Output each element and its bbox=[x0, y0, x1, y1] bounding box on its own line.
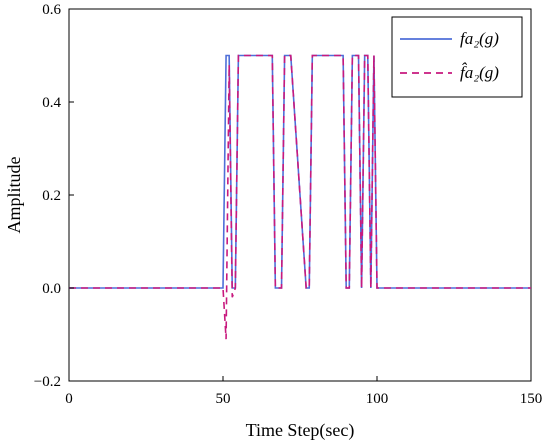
legend: fa₂(g) f̂a₂(g) bbox=[391, 16, 523, 98]
x-tick-label: 150 bbox=[520, 391, 543, 407]
x-tick-label: 50 bbox=[216, 391, 231, 407]
series-layer bbox=[69, 54, 531, 340]
y-tick-label: −0.2 bbox=[34, 374, 61, 390]
legend-box bbox=[391, 16, 523, 98]
legend-label-series-0: fa₂(g) bbox=[460, 29, 499, 48]
y-axis-title: Amplitude bbox=[4, 156, 24, 233]
series-line-1 bbox=[69, 54, 531, 340]
x-axis-title: Time Step(sec) bbox=[246, 420, 355, 441]
y-tick-label: 0.0 bbox=[42, 281, 61, 297]
legend-label-series-1: f̂a₂(g) bbox=[460, 62, 499, 82]
x-tick-label: 100 bbox=[366, 391, 389, 407]
y-tick-label: 0.6 bbox=[42, 2, 61, 18]
plot-area: 0 50 100 150 −0.2 0.0 0.2 0.4 0.6 bbox=[34, 2, 542, 407]
y-tick-label: 0.2 bbox=[42, 188, 61, 204]
ticks-layer: 0 50 100 150 −0.2 0.0 0.2 0.4 0.6 bbox=[34, 2, 542, 407]
x-tick-label: 0 bbox=[65, 391, 73, 407]
y-tick-label: 0.4 bbox=[42, 95, 61, 111]
